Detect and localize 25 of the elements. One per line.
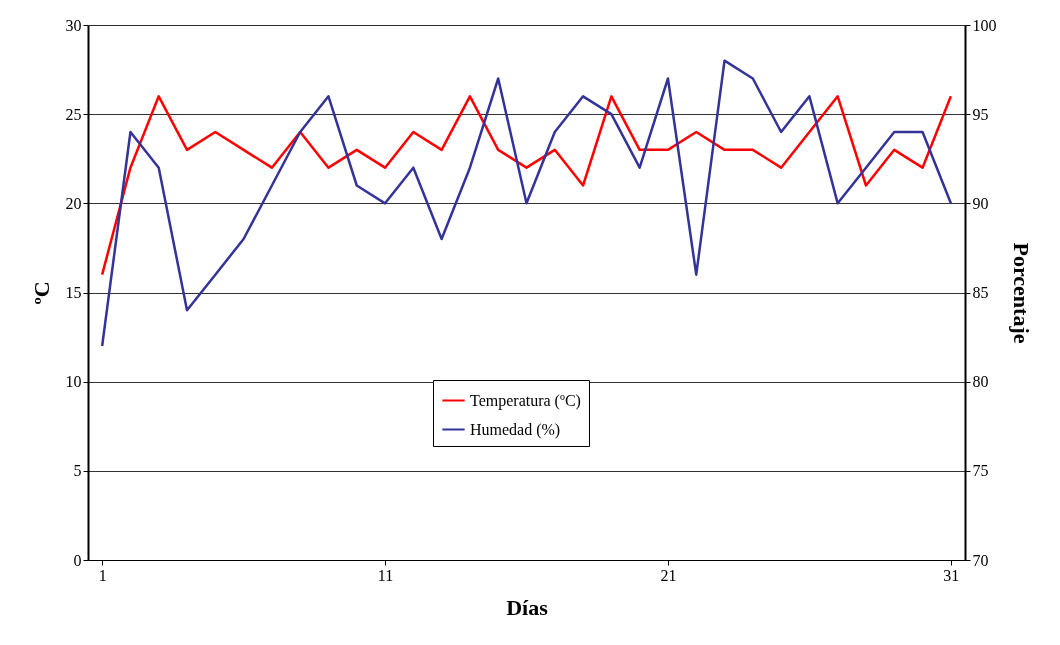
y2-tick-label: 80 [972, 373, 989, 391]
y2-tick-label: 70 [972, 551, 989, 569]
y-tick-label: 10 [65, 373, 82, 391]
y-tick-label: 0 [73, 551, 82, 569]
line-series [100, 95, 953, 276]
y-axis-title: ºC [28, 281, 54, 305]
y2-tick-label: 75 [972, 462, 989, 480]
x-tick-label: 1 [98, 566, 107, 584]
legend-label: Humedad (%) [470, 420, 561, 439]
line-series [100, 59, 953, 348]
x-tick-label: 21 [660, 566, 677, 584]
x-tick-label: 31 [943, 566, 960, 584]
legend-label: Temperatura (ºC) [470, 391, 581, 410]
y2-tick-label: 85 [972, 284, 989, 301]
y2-tick-label: 95 [972, 105, 989, 123]
y-tick-label: 25 [65, 105, 82, 123]
y-tick-label: 5 [73, 462, 82, 480]
y2-tick-label: 100 [972, 16, 997, 34]
x-axis-title: Días [506, 594, 549, 620]
y2-axis-title: Porcentaje [1008, 242, 1034, 344]
x-tick-label: 11 [377, 566, 394, 584]
y-tick-label: 15 [65, 284, 82, 301]
y2-tick-label: 90 [972, 194, 989, 212]
y-tick-label: 20 [65, 194, 82, 212]
y-tick-label: 30 [65, 16, 82, 34]
